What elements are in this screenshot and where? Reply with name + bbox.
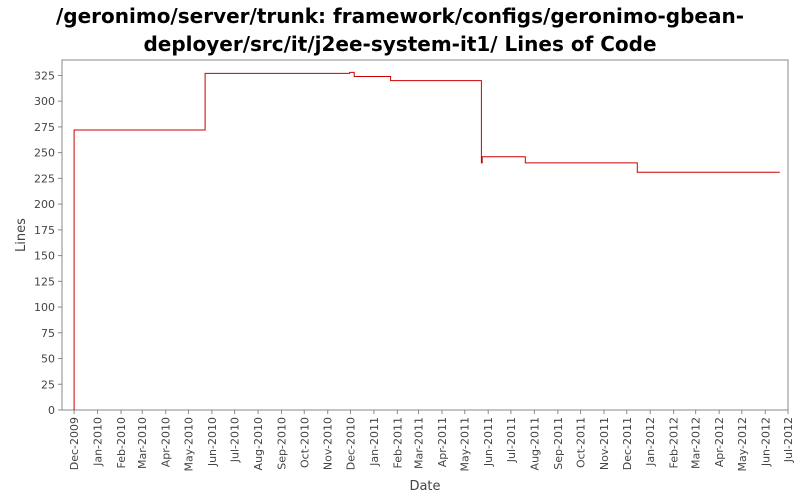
x-tick-label: May-2011 [459,417,472,472]
x-tick-label: Feb-2010 [115,417,128,468]
y-tick-label: 325 [34,69,55,82]
x-tick-label: Jun-2011 [482,417,495,467]
y-tick-label: 100 [34,301,55,314]
x-tick-label: Dec-2009 [68,417,81,470]
x-tick-label: Sep-2010 [276,417,289,470]
x-tick-label: Jan-2010 [92,417,105,467]
x-tick-label: Apr-2011 [436,417,449,467]
x-tick-label: Sep-2011 [552,417,565,470]
x-tick-label: Jun-2010 [206,417,219,467]
y-tick-label: 250 [34,147,55,160]
x-tick-label: Jun-2012 [759,417,772,467]
y-tick-label: 50 [41,353,55,366]
x-tick-label: Jan-2011 [368,417,381,467]
x-axis-label: Date [409,479,440,494]
y-tick-label: 300 [34,95,55,108]
y-tick-label: 175 [34,224,55,237]
x-tick-label: Nov-2011 [598,417,611,470]
x-tick-label: Mar-2010 [136,417,149,469]
x-tick-label: Feb-2012 [668,417,681,468]
series-line [73,71,780,410]
x-tick-label: Aug-2011 [528,417,541,470]
x-tick-label: Jul-2012 [782,417,795,463]
x-tick-label: Mar-2012 [690,417,703,469]
y-tick-label: 225 [34,172,55,185]
y-tick-label: 150 [34,250,55,263]
x-tick-label: Jul-2011 [505,417,518,463]
x-tick-label: May-2012 [736,417,749,472]
y-tick-label: 275 [34,121,55,134]
x-tick-label: Dec-2010 [344,417,357,470]
x-tick-label: Apr-2012 [713,417,726,467]
y-axis: 0 25 50 75 100 125 150 175 200 225 250 275 300 325 [34,69,62,417]
y-axis-label: Lines [14,218,29,252]
y-tick-label: 200 [34,198,55,211]
plot-area [61,59,789,411]
y-tick-label: 75 [41,327,55,340]
y-tick-label: 125 [34,275,55,288]
x-tick-label: Mar-2011 [413,417,426,469]
y-tick-label: 0 [48,404,55,417]
chart-title: /geronimo/server/trunk: framework/config… [0,2,800,58]
x-tick-label: Dec-2011 [621,417,634,470]
x-tick-label: Oct-2011 [575,417,588,468]
x-tick-label: Aug-2010 [252,417,265,470]
x-tick-label: Oct-2010 [298,417,311,468]
x-axis: Dec-2009 Jan-2010 Feb-2010 Mar-2010 Apr-2010… [68,410,795,472]
chart-title-line-1: /geronimo/server/trunk: framework/config… [55,4,745,28]
chart-title-line-2: deployer/src/it/j2ee-system-it1/ Lines o… [143,32,657,56]
x-tick-label: Feb-2011 [391,417,404,468]
series-group [73,71,780,410]
x-tick-label: May-2010 [182,417,195,472]
x-tick-label: Jan-2012 [644,417,657,467]
x-tick-label: Jul-2010 [229,417,242,463]
x-tick-label: Apr-2010 [160,417,173,467]
x-tick-label: Nov-2010 [322,417,335,470]
y-tick-label: 25 [41,378,55,391]
